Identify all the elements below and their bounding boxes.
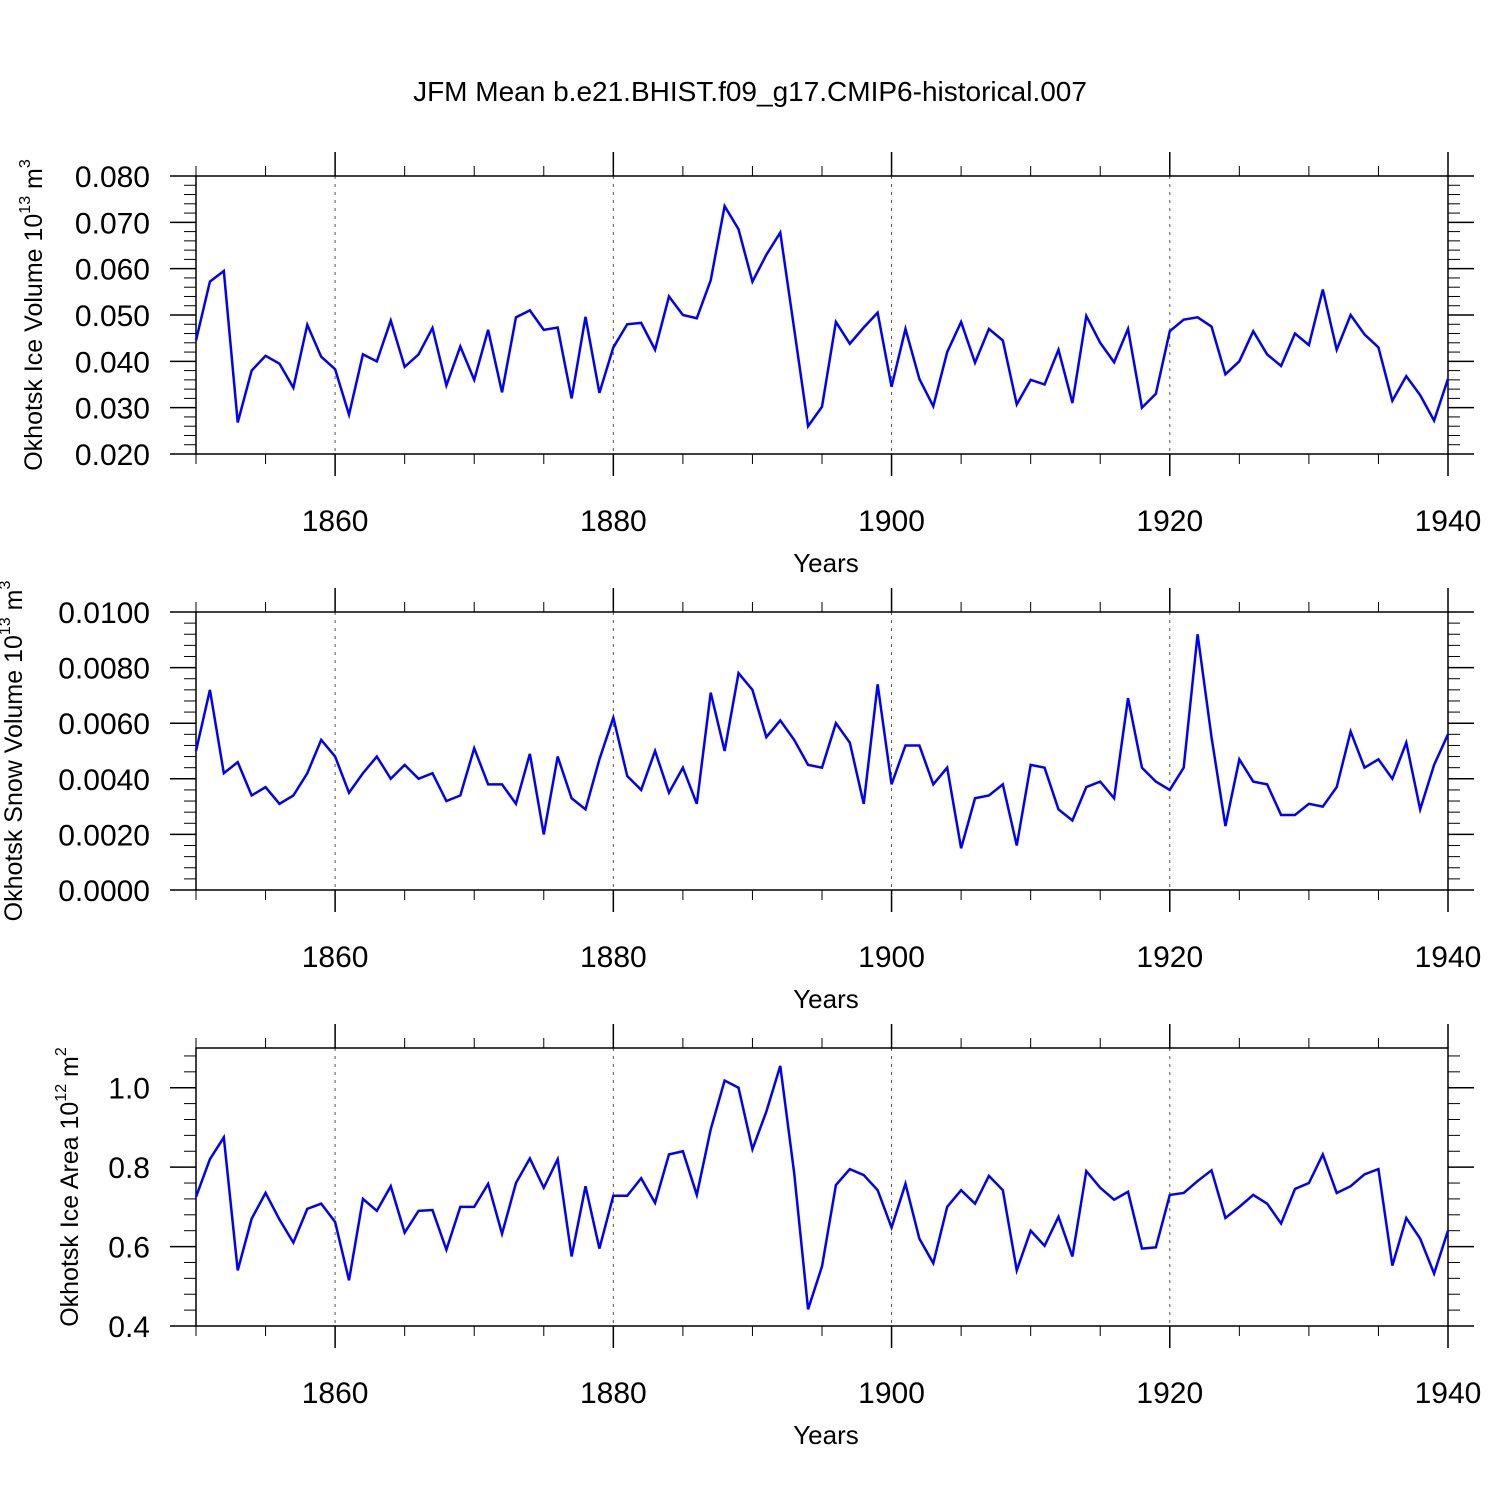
panel-ice-volume: 1860 1880 1900 1920 1940 0.020 0.030 0.040 0.050… xyxy=(17,152,1481,578)
y-axis-label-text: Okhotsk Ice Volume 10 xyxy=(20,214,48,471)
y-tick-label-ice-volume-0.060: 0.060 xyxy=(75,254,150,287)
y-axis-label-ice-volume: Okhotsk Ice Volume 1013 m3 xyxy=(17,159,48,471)
series-line-ice-volume xyxy=(194,202,1450,430)
y-tick-label-ice-area-0.8: 0.8 xyxy=(108,1152,150,1185)
x-tick-label-ice-area-1940: 1940 xyxy=(1415,1377,1482,1410)
y-axis-label-unit-exponent: 3 xyxy=(0,581,14,590)
y-tick-label-ice-volume-0.040: 0.040 xyxy=(75,346,150,379)
x-tick-label-ice-volume-1880: 1880 xyxy=(580,505,647,538)
y-axis-label-unit-exponent: 3 xyxy=(17,159,34,168)
x-tick-label-ice-volume-1940: 1940 xyxy=(1415,505,1482,538)
x-tick-label-ice-volume-1860: 1860 xyxy=(302,505,369,538)
y-tick-label-ice-volume-0.080: 0.080 xyxy=(75,161,150,194)
x-axis-label-ice-volume: Years xyxy=(793,548,859,578)
y-tick-label-ice-volume-0.070: 0.070 xyxy=(75,207,150,240)
x-tick-label-snow-volume-1880: 1880 xyxy=(580,941,647,974)
x-tick-label-snow-volume-1940: 1940 xyxy=(1415,941,1482,974)
y-axis-label-ice-area: Okhotsk Ice Area 1012 m2 xyxy=(53,1047,84,1327)
x-tick-label-ice-area-1860: 1860 xyxy=(302,1377,369,1410)
y-tick-label-snow-volume-0.0080: 0.0080 xyxy=(58,653,150,686)
series-line-snow-volume xyxy=(194,634,1450,849)
y-tick-label-snow-volume-0.0040: 0.0040 xyxy=(58,764,150,797)
x-axis-label-ice-area: Years xyxy=(793,1420,859,1450)
y-axis-label-snow-volume: Okhotsk Snow Volume 1013 m3 xyxy=(0,581,28,922)
y-axis-label-exponent: 12 xyxy=(53,1084,70,1102)
y-axis-label-unit: m xyxy=(56,1056,84,1084)
y-axis-label-exponent: 13 xyxy=(0,617,14,635)
y-tick-label-ice-volume-0.030: 0.030 xyxy=(75,393,150,426)
x-tick-label-ice-area-1920: 1920 xyxy=(1136,1377,1203,1410)
y-tick-label-ice-area-0.6: 0.6 xyxy=(108,1232,150,1265)
y-tick-label-snow-volume-0.0020: 0.0020 xyxy=(58,819,150,852)
x-axis-label-snow-volume: Years xyxy=(793,984,859,1014)
x-tick-label-ice-area-1880: 1880 xyxy=(580,1377,647,1410)
plot-frame-ice-area xyxy=(195,1047,1449,1327)
y-axis-label-text: Okhotsk Ice Area 10 xyxy=(56,1102,84,1327)
series-line-ice-area xyxy=(194,1065,1450,1310)
panel-snow-volume: 1860 1880 1900 1920 1940 0.0000 0.0020 0.0040 0.… xyxy=(0,581,1481,1014)
y-axis-label-exponent: 13 xyxy=(17,196,34,214)
y-tick-label-ice-area-0.4: 0.4 xyxy=(108,1311,150,1344)
x-tick-label-snow-volume-1900: 1900 xyxy=(858,941,925,974)
x-tick-label-ice-volume-1920: 1920 xyxy=(1136,505,1203,538)
x-tick-label-snow-volume-1860: 1860 xyxy=(302,941,369,974)
y-tick-label-snow-volume-0.0000: 0.0000 xyxy=(58,875,150,908)
y-tick-label-ice-volume-0.050: 0.050 xyxy=(75,300,150,333)
figure-title: JFM Mean b.e21.BHIST.f09_g17.CMIP6-histo… xyxy=(413,76,1087,107)
panel-ice-area: 1860 1880 1900 1920 1940 0.4 0.6 0.8 1.0 Years Okh… xyxy=(53,1024,1481,1450)
y-tick-label-snow-volume-0.0100: 0.0100 xyxy=(58,597,150,630)
y-axis-label-unit-exponent: 2 xyxy=(53,1047,70,1056)
y-axis-label-text: Okhotsk Snow Volume 10 xyxy=(0,635,28,921)
y-axis-label-unit: m xyxy=(0,590,28,618)
y-axis-label-unit: m xyxy=(20,168,48,196)
panels: 1860 1880 1900 1920 1940 0.020 0.030 0.040 0.050… xyxy=(0,152,1481,1450)
x-tick-label-snow-volume-1920: 1920 xyxy=(1136,941,1203,974)
y-tick-label-ice-volume-0.020: 0.020 xyxy=(75,439,150,472)
x-tick-label-ice-volume-1900: 1900 xyxy=(858,505,925,538)
plot-frame-ice-volume xyxy=(195,175,1449,455)
x-tick-label-ice-area-1900: 1900 xyxy=(858,1377,925,1410)
y-tick-label-snow-volume-0.0060: 0.0060 xyxy=(58,708,150,741)
y-tick-label-ice-area-1.0: 1.0 xyxy=(108,1073,150,1106)
